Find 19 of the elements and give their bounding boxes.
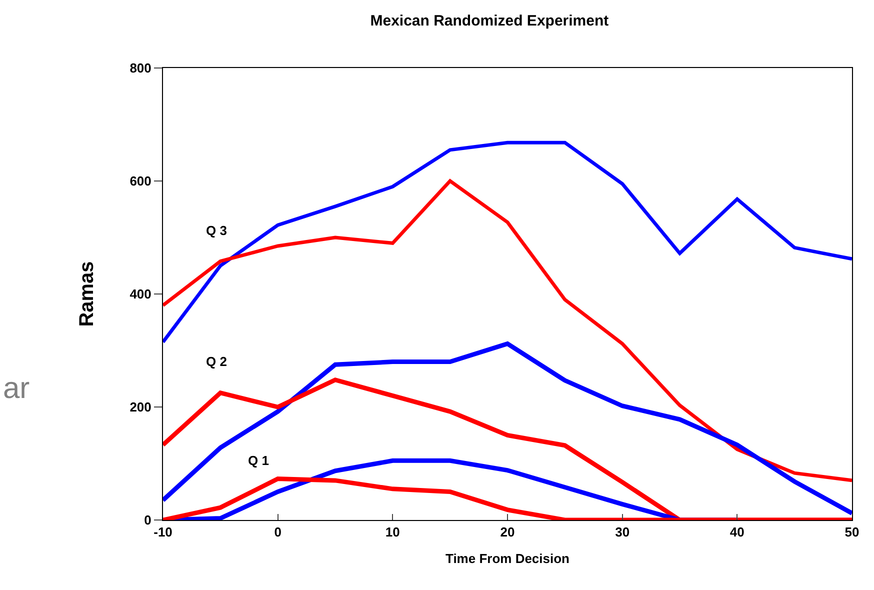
annotation: Q 2 [206, 354, 227, 369]
x-tick-label: 20 [500, 524, 515, 540]
y-tick-label: 200 [130, 400, 152, 415]
x-axis-title: Time From Decision [445, 551, 570, 566]
annotation: Q 1 [248, 453, 269, 468]
y-tick-label: 400 [130, 286, 152, 302]
y-tick-label: 600 [130, 174, 152, 189]
y-tick-label: 800 [130, 60, 152, 76]
y-axis-title: Ramas [76, 261, 98, 327]
x-tick-label: 40 [730, 524, 744, 540]
annotation: Q 3 [206, 223, 227, 238]
x-tick-label: 0 [274, 524, 282, 540]
x-tick-label: 50 [844, 524, 860, 540]
text: ar [3, 372, 30, 405]
chart-title: Mexican Randomized Experiment [370, 12, 609, 30]
x-tick-label: 10 [385, 524, 400, 540]
y-tick-label: 0 [144, 512, 152, 528]
x-tick-label: -10 [154, 524, 172, 540]
x-tick-label: 30 [615, 524, 630, 540]
